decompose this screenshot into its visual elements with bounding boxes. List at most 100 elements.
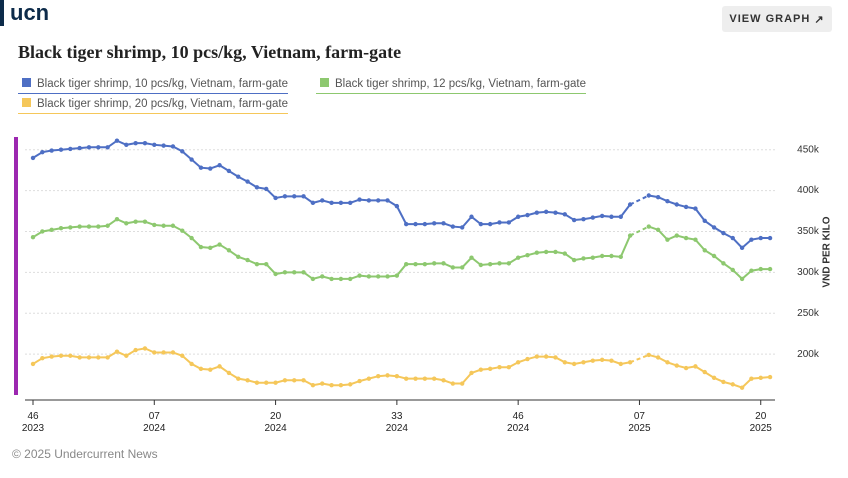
- data-point: [329, 382, 334, 388]
- data-point: [646, 193, 651, 198]
- data-point: [208, 166, 213, 171]
- view-graph-button[interactable]: VIEW GRAPH ↗: [722, 6, 832, 32]
- data-point: [422, 376, 428, 381]
- data-point: [525, 212, 530, 218]
- data-point: [422, 261, 428, 267]
- data-point: [124, 221, 129, 226]
- data-point: [609, 253, 614, 259]
- data-point: [609, 214, 614, 219]
- data-point: [478, 262, 484, 268]
- data-point: [534, 250, 540, 255]
- data-point: [338, 200, 344, 206]
- data-point: [599, 357, 605, 363]
- data-point: [301, 194, 306, 199]
- data-point: [357, 197, 362, 202]
- data-point: [497, 261, 502, 266]
- data-point: [459, 381, 465, 386]
- data-point: [506, 365, 512, 370]
- data-point: [599, 213, 605, 219]
- data-point: [236, 376, 241, 381]
- data-point: [338, 382, 344, 388]
- data-point: [590, 255, 595, 260]
- data-point: [49, 148, 54, 153]
- data-point: [208, 245, 213, 251]
- data-point: [758, 235, 763, 241]
- data-point: [702, 369, 707, 375]
- series-line: [648, 353, 771, 389]
- gap-connector: [629, 354, 650, 364]
- data-point: [534, 354, 540, 359]
- data-point: [702, 248, 707, 253]
- data-point: [236, 174, 241, 179]
- data-point: [487, 366, 493, 372]
- data-point: [590, 215, 595, 220]
- data-point: [739, 245, 745, 251]
- data-point: [627, 202, 633, 207]
- data-point: [49, 354, 54, 359]
- data-point: [693, 206, 698, 211]
- data-point: [655, 355, 661, 360]
- data-point: [506, 261, 512, 266]
- data-point: [721, 261, 726, 266]
- data-point: [254, 261, 260, 267]
- data-point: [254, 185, 260, 190]
- data-point: [96, 355, 101, 360]
- data-point: [217, 163, 222, 168]
- data-point: [170, 223, 176, 228]
- data-point: [86, 224, 92, 229]
- data-point: [376, 274, 381, 279]
- data-point: [320, 198, 325, 203]
- data-point: [357, 378, 362, 384]
- data-point: [124, 142, 129, 148]
- data-point: [553, 355, 558, 360]
- data-point: [170, 350, 176, 355]
- data-point: [161, 350, 166, 355]
- data-point: [124, 353, 129, 358]
- data-point: [385, 373, 390, 378]
- data-point: [292, 378, 297, 383]
- data-point: [730, 382, 735, 387]
- data-point: [96, 224, 101, 229]
- data-point: [674, 202, 679, 207]
- data-point: [30, 235, 36, 240]
- chart-title: Black tiger shrimp, 10 pcs/kg, Vietnam, …: [18, 42, 402, 62]
- data-point: [282, 378, 288, 383]
- data-point: [189, 157, 194, 162]
- data-point: [301, 378, 306, 383]
- data-point: [655, 227, 661, 233]
- data-point: [58, 226, 64, 231]
- x-tick-label: 33 2024: [385, 411, 408, 434]
- data-point: [543, 249, 549, 255]
- x-tick-label: 20 2024: [264, 411, 287, 434]
- data-point: [525, 356, 530, 362]
- data-point: [49, 227, 54, 233]
- data-point: [86, 145, 92, 150]
- data-point: [40, 229, 45, 234]
- data-point: [665, 199, 670, 204]
- data-point: [217, 242, 222, 247]
- data-point: [133, 347, 138, 353]
- data-point: [758, 375, 763, 381]
- data-point: [180, 228, 185, 233]
- data-point: [431, 376, 437, 381]
- data-point: [627, 360, 633, 365]
- data-point: [413, 261, 418, 267]
- data-point: [376, 198, 381, 203]
- y-tick-label: 300k: [797, 267, 820, 278]
- data-point: [96, 145, 101, 150]
- data-point: [366, 274, 372, 279]
- data-point: [329, 276, 334, 282]
- button-label[interactable]: VIEW GRAPH: [729, 13, 811, 25]
- data-point: [254, 380, 260, 385]
- data-point: [459, 225, 465, 230]
- data-point: [553, 249, 558, 255]
- data-point: [105, 145, 110, 150]
- data-point: [282, 270, 288, 275]
- data-point: [562, 251, 568, 256]
- data-point: [590, 358, 595, 363]
- data-point: [767, 374, 773, 380]
- data-point: [348, 382, 353, 387]
- data-point: [674, 363, 679, 368]
- data-point: [226, 370, 232, 376]
